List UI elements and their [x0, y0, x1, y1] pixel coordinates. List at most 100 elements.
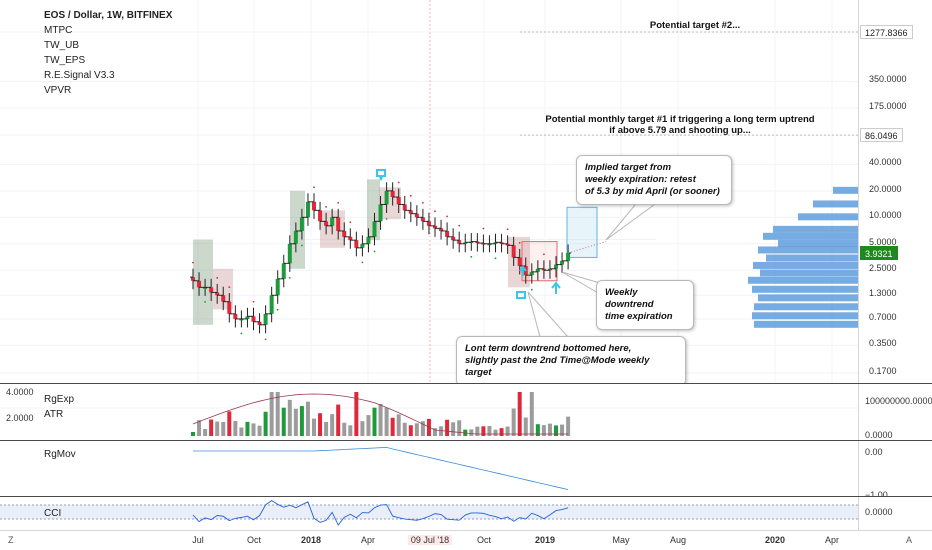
cci-tick-zero: 0.0000	[865, 507, 893, 517]
candle-body	[354, 240, 359, 248]
target1-annotation[interactable]: Potential monthly target #1 if triggerin…	[530, 114, 830, 136]
log-scale-toggle-icon[interactable]: Z	[8, 535, 14, 545]
volume-profile-bar	[778, 239, 858, 247]
volume-profile-bar	[773, 225, 858, 233]
signal-dot	[216, 277, 219, 279]
signal-dot	[192, 261, 194, 264]
candle-body	[451, 236, 456, 241]
candle-body	[348, 236, 353, 241]
signal-dot	[204, 300, 207, 303]
atr-axis[interactable]: 100000000.0000 0.0000	[858, 384, 932, 440]
price-tick-label: 86.0496	[860, 128, 903, 143]
target2-annotation[interactable]: Potential target #2...	[649, 20, 741, 31]
volume-profile-bar	[760, 269, 858, 277]
cci-pane[interactable]	[0, 497, 858, 530]
rgmov-label[interactable]: RgMov	[44, 449, 76, 460]
atr-label[interactable]: ATR	[44, 409, 64, 420]
target1-line2: if above 5.79 and shooting up...	[609, 125, 751, 136]
candle-body	[487, 243, 492, 246]
indicator-tw-eps[interactable]: TW_EPS	[44, 55, 86, 66]
volume-bar	[433, 428, 437, 436]
volume-bar	[566, 416, 571, 436]
signal-dot	[276, 308, 279, 311]
weekly-line2: time expiration	[605, 311, 673, 322]
candle-body	[372, 221, 377, 237]
candle-body	[463, 242, 468, 244]
candle-body	[445, 230, 450, 237]
implied-line1: Implied target from	[585, 162, 672, 173]
pane-separator[interactable]	[0, 383, 932, 384]
implied-target-callout[interactable]: Implied target from weekly expiration: r…	[576, 155, 732, 205]
signal-dot	[543, 253, 545, 256]
atr-pane[interactable]	[0, 384, 858, 440]
rgmov-pane[interactable]	[0, 441, 858, 496]
projection-path-line	[567, 241, 607, 254]
signal-dot	[325, 205, 327, 208]
candle-body	[245, 316, 250, 319]
rgexp-label[interactable]: RgExp	[44, 394, 75, 405]
atr-canvas[interactable]	[0, 384, 858, 440]
volume-bar	[281, 407, 286, 436]
price-tick-label: 1277.8366	[860, 25, 913, 39]
candle-body	[257, 321, 262, 325]
volume-bar	[299, 406, 304, 436]
volume-bar	[318, 413, 323, 436]
volume-bar	[293, 408, 298, 436]
bottom-callout[interactable]: Lont term downtrend bottomed here, sligh…	[456, 336, 686, 386]
volume-bar	[305, 401, 310, 436]
volume-bar	[384, 407, 389, 436]
price-tick-label: 1.3000	[869, 288, 897, 299]
indicator-vpvr[interactable]: VPVR	[44, 85, 72, 96]
indicator-resignal[interactable]: R.E.Signal V3.3	[44, 70, 115, 81]
time-label-apr-2018: Apr	[360, 535, 376, 545]
indicator-tw-ub[interactable]: TW_UB	[44, 40, 79, 51]
weekly-expiration-callout[interactable]: Weekly downtrend time expiration	[596, 280, 694, 330]
signal-dot	[458, 224, 461, 227]
volume-bar	[221, 421, 226, 436]
volume-bar	[372, 407, 377, 436]
implied-line2: weekly expiration: retest	[585, 174, 696, 185]
volume-profile-bar	[766, 254, 858, 262]
volume-bar	[547, 423, 552, 436]
signal-dot	[385, 218, 388, 220]
indicator-mtpc[interactable]: MTPC	[44, 25, 73, 36]
rgmov-axis[interactable]: 0.00 −1.00	[858, 441, 932, 500]
candle-body	[535, 268, 540, 272]
pane-separator[interactable]	[0, 496, 932, 497]
volume-bar	[257, 425, 262, 436]
time-mode-target-box	[522, 241, 557, 281]
volume-profile-bar	[833, 186, 858, 194]
volume-bar	[487, 426, 492, 436]
rgmov-canvas[interactable]	[0, 441, 858, 496]
candle-body	[203, 287, 208, 289]
candle-body	[499, 242, 504, 244]
cci-legend: CCI	[44, 506, 61, 521]
signal-dot	[252, 300, 255, 303]
cci-axis[interactable]: 0.0000	[858, 497, 932, 530]
auto-scale-toggle-icon[interactable]: A	[906, 535, 913, 545]
pane-separator[interactable]	[0, 440, 932, 441]
volume-bar	[535, 424, 540, 436]
price-tick-label: 10.0000	[869, 210, 902, 221]
candle-body	[324, 221, 329, 226]
candle-body	[439, 228, 444, 231]
cci-label[interactable]: CCI	[44, 508, 62, 519]
candle-body	[312, 201, 316, 211]
volume-profile-bar	[758, 294, 858, 302]
candle-body	[263, 313, 268, 325]
candle-body	[384, 190, 389, 205]
price-axis[interactable]: 1277.8366 350.0000 175.0000 86.0496 40.0000 2…	[858, 0, 932, 383]
bottom-callout-pointer	[527, 291, 570, 338]
volume-bar	[360, 421, 365, 436]
signal-box-green	[367, 179, 380, 241]
volume-bar	[342, 422, 347, 436]
volume-profile-bar	[752, 285, 858, 293]
candle-body	[366, 236, 371, 244]
time-label-may-2019: May	[612, 535, 630, 545]
candle-body	[560, 260, 565, 265]
cci-canvas[interactable]	[0, 497, 858, 530]
volume-bar	[390, 417, 395, 436]
candle-body	[457, 240, 462, 244]
symbol-title[interactable]: EOS / Dollar, 1W, BITFINEX	[44, 10, 173, 21]
current-price-tag: 3.9321	[860, 245, 898, 260]
